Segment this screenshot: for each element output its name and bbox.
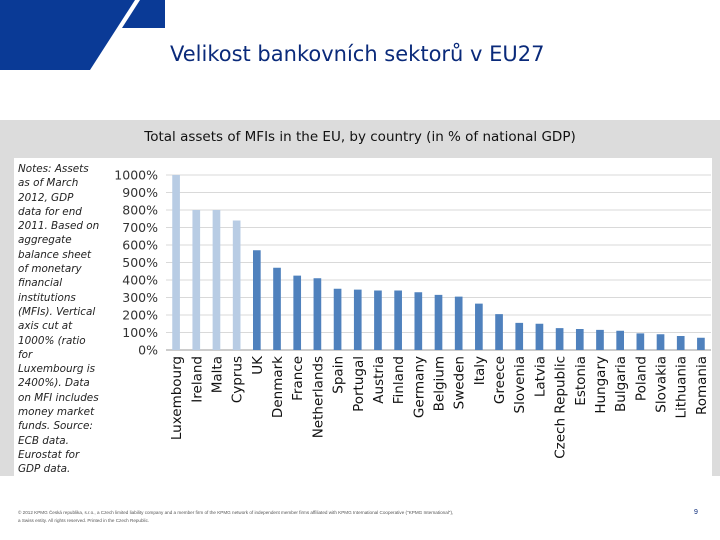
x-tick-label: Cyprus bbox=[230, 356, 246, 403]
bar bbox=[293, 275, 302, 350]
bar bbox=[575, 329, 584, 350]
bar bbox=[232, 220, 241, 350]
x-tick-label: Italy bbox=[472, 356, 488, 385]
y-tick-label: 1000% bbox=[114, 168, 158, 183]
x-tick-label: Netherlands bbox=[310, 356, 326, 438]
x-tick-label: UK bbox=[250, 355, 266, 375]
bar bbox=[394, 290, 402, 350]
x-tick-label: Bulgaria bbox=[613, 356, 629, 412]
x-tick-label: Hungary bbox=[593, 356, 609, 414]
y-tick-label: 300% bbox=[122, 290, 158, 305]
x-tick-label: Czech Republic bbox=[553, 356, 569, 459]
bar bbox=[697, 337, 705, 350]
bar bbox=[313, 278, 322, 350]
right-gray-strip bbox=[712, 158, 720, 476]
bar bbox=[252, 250, 261, 350]
x-tick-label: Romania bbox=[694, 356, 710, 415]
bar bbox=[273, 267, 281, 350]
bar-chart: 0% 100% 200% 300% 400% 500% 600% 700% 800% 900% 10… bbox=[114, 168, 711, 459]
y-tick-label: 500% bbox=[122, 255, 158, 270]
bar bbox=[555, 328, 564, 350]
x-tick-label: Lithuania bbox=[674, 356, 690, 419]
y-tick-label: 900% bbox=[122, 185, 158, 200]
bar bbox=[333, 288, 342, 350]
x-tick-label: Latvia bbox=[532, 356, 548, 397]
bar bbox=[656, 334, 665, 350]
x-tick-label: Poland bbox=[633, 356, 649, 401]
bar bbox=[475, 303, 483, 350]
page-number: 9 bbox=[694, 509, 698, 516]
slide-title: Velikost bankovních sektorů v EU27 bbox=[170, 42, 545, 66]
bar bbox=[454, 296, 463, 350]
y-tick-label: 0% bbox=[138, 343, 158, 358]
bar bbox=[535, 323, 544, 350]
x-tick-label: Ireland bbox=[189, 356, 205, 403]
y-tick-label: 600% bbox=[122, 238, 158, 253]
chart-notes: Notes: Assets as of March 2012, GDP data… bbox=[18, 163, 100, 476]
bar bbox=[616, 330, 625, 350]
bar bbox=[212, 210, 221, 350]
chart-title-band bbox=[0, 120, 720, 158]
x-tick-label: Germany bbox=[411, 356, 427, 418]
copyright-line-1: © 2012 KPMG Česká republika, s.r.o., a C… bbox=[18, 510, 454, 515]
x-tick-label: France bbox=[290, 356, 306, 401]
bar bbox=[172, 175, 180, 350]
y-tick-label: 400% bbox=[122, 273, 158, 288]
bar bbox=[192, 210, 201, 350]
x-tick-label: Spain bbox=[331, 356, 347, 394]
copyright-line-2: a Swiss entity. All rights reserved. Pri… bbox=[18, 518, 150, 523]
bar bbox=[596, 329, 604, 350]
y-tick-label: 800% bbox=[122, 203, 158, 218]
y-tick-label: 100% bbox=[122, 325, 158, 340]
x-tick-label: Slovenia bbox=[512, 356, 528, 413]
x-tick-label: Denmark bbox=[270, 356, 286, 418]
left-gray-strip bbox=[0, 158, 14, 476]
bar bbox=[636, 333, 645, 350]
x-tick-label: Austria bbox=[371, 356, 387, 404]
y-tick-label: 700% bbox=[122, 220, 158, 235]
bar bbox=[515, 322, 524, 350]
bar bbox=[414, 292, 423, 350]
x-tick-label: Belgium bbox=[432, 356, 448, 411]
bar bbox=[434, 294, 443, 350]
x-tick-label: Luxembourg bbox=[169, 356, 185, 440]
bar bbox=[676, 336, 685, 350]
x-tick-label: Portugal bbox=[351, 356, 367, 412]
bar bbox=[353, 289, 362, 350]
x-tick-label: Slovakia bbox=[654, 356, 670, 413]
bar bbox=[374, 290, 382, 350]
bar bbox=[495, 314, 503, 350]
x-tick-label: Finland bbox=[391, 356, 407, 404]
x-tick-label: Greece bbox=[492, 356, 508, 404]
y-tick-label: 200% bbox=[122, 308, 158, 323]
x-tick-label: Sweden bbox=[452, 356, 468, 409]
x-tick-label: Malta bbox=[209, 356, 225, 393]
chart-title: Total assets of MFIs in the EU, by count… bbox=[144, 129, 576, 145]
x-tick-label: Estonia bbox=[573, 356, 589, 406]
brand-logo bbox=[0, 0, 165, 70]
